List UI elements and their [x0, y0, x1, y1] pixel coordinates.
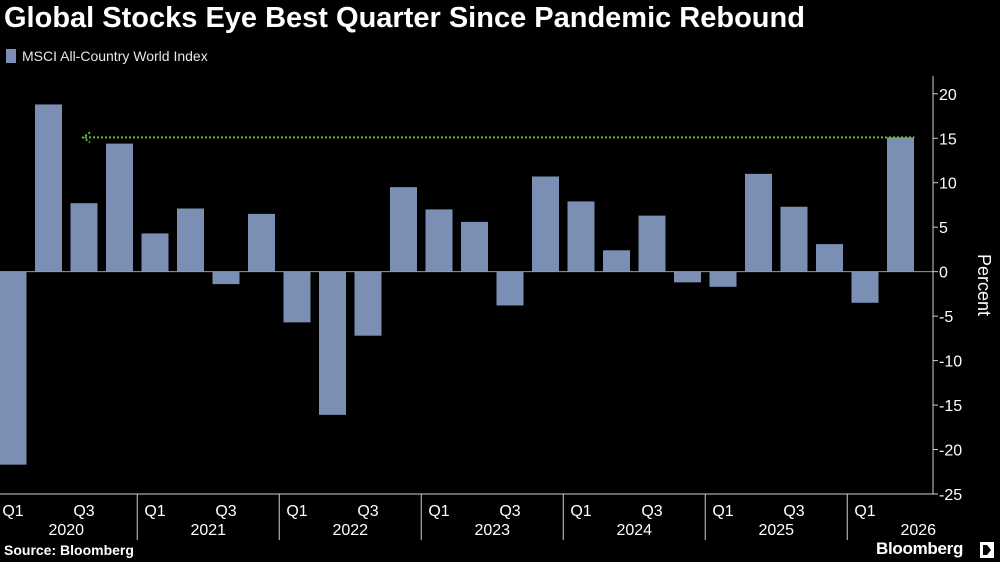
source-note: Source: Bloomberg: [4, 542, 134, 558]
x-tick-label: Q3: [641, 503, 662, 520]
year-label: 2023: [474, 522, 510, 539]
bar: [496, 271, 524, 306]
x-tick-label: Q1: [428, 503, 449, 520]
year-label: 2020: [48, 522, 84, 539]
bar: [425, 209, 453, 272]
year-label: 2026: [900, 522, 936, 539]
bloomberg-logo-mark-icon: [980, 542, 994, 558]
y-tick-label: 0: [939, 265, 948, 282]
bar: [70, 203, 98, 272]
chart-title: Global Stocks Eye Best Quarter Since Pan…: [4, 2, 805, 34]
legend: MSCI All-Country World Index: [6, 48, 208, 64]
bar: [674, 271, 701, 283]
y-tick-label: -20: [939, 443, 962, 460]
x-tick-label: Q1: [854, 503, 875, 520]
y-tick-label: 5: [939, 220, 948, 237]
bar: [35, 104, 62, 272]
bar: [816, 244, 843, 272]
x-tick-label: Q1: [144, 503, 165, 520]
bar: [532, 176, 559, 272]
bar: [212, 271, 240, 285]
x-tick-label: Q1: [2, 503, 23, 520]
y-axis-label: Percent: [974, 254, 994, 316]
bar: [106, 143, 133, 272]
y-tick-label: 10: [939, 176, 957, 193]
year-label: 2021: [190, 522, 226, 539]
y-tick-label: -5: [939, 309, 953, 326]
bar: [461, 221, 488, 272]
y-tick-label: -10: [939, 354, 962, 371]
x-tick-label: Q3: [783, 503, 804, 520]
bar: [354, 271, 382, 336]
x-tick-label: Q1: [286, 503, 307, 520]
legend-swatch: [6, 49, 16, 63]
year-label: 2024: [616, 522, 652, 539]
bar: [887, 137, 914, 272]
x-tick-label: Q3: [73, 503, 94, 520]
bar: [603, 250, 630, 272]
year-label: 2025: [758, 522, 794, 539]
bar: [177, 208, 204, 272]
y-tick-label: 15: [939, 131, 957, 148]
bar: [709, 271, 737, 287]
x-tick-label: Q3: [499, 503, 520, 520]
year-label: 2022: [332, 522, 368, 539]
bar: [141, 233, 169, 272]
bar: [638, 215, 666, 272]
bar: [390, 187, 417, 272]
bar: [0, 271, 27, 465]
bar: [283, 271, 311, 323]
bar: [248, 213, 275, 272]
y-tick-label: -15: [939, 398, 962, 415]
bar: [567, 201, 595, 272]
y-tick-label: 20: [939, 87, 957, 104]
x-tick-label: Q3: [357, 503, 378, 520]
y-tick-label: -25: [939, 487, 962, 504]
brand-name: Bloomberg: [876, 539, 964, 558]
bar: [780, 206, 808, 272]
bar: [745, 173, 772, 272]
x-tick-label: Q3: [215, 503, 236, 520]
legend-label: MSCI All-Country World Index: [22, 48, 208, 64]
reference-arrow: [81, 131, 91, 144]
x-tick-label: Q1: [712, 503, 733, 520]
bar: [851, 271, 879, 303]
x-tick-label: Q1: [570, 503, 591, 520]
bar: [319, 271, 346, 415]
